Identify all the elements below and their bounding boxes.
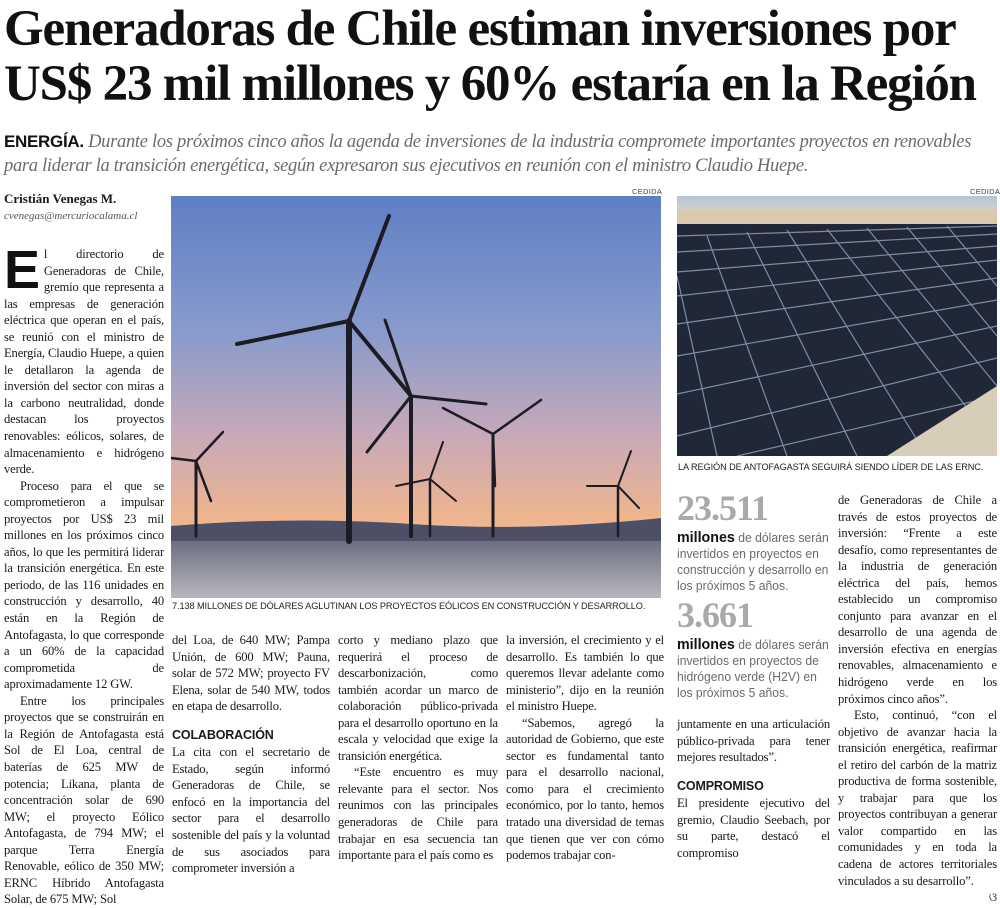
- deck: ENERGÍA. Durante los próximos cinco años…: [4, 130, 999, 178]
- stat-text: de dólares serán invertidos en proyectos…: [677, 530, 829, 593]
- photo-caption: 7.138 MILLONES DE DÓLARES AGLUTINAN LOS …: [172, 601, 646, 611]
- body-column-3: corto y mediano plazo que requerirá el p…: [338, 632, 498, 864]
- stat-number: 23.511: [677, 488, 769, 528]
- end-mark-icon: ଓ: [988, 890, 997, 905]
- paragraph: juntamente en una articulación público-p…: [677, 717, 830, 765]
- paragraph: Entre los principales proyectos que se c…: [4, 693, 164, 907]
- stat-unit: millones: [677, 636, 735, 653]
- body-column-2: del Loa, de 640 MW; Pampa Unión, de 600 …: [172, 632, 330, 877]
- photo-caption: LA REGIÓN DE ANTOFAGASTA SEGUIRÁ SIENDO …: [678, 462, 984, 472]
- paragraph: Esto, continuó, “con el objetivo de avan…: [838, 707, 997, 904]
- stat-description: millones de dólares serán invertidos en …: [677, 637, 830, 701]
- subhead-colaboracion: COLABORACIÓN: [172, 727, 274, 742]
- photo-credit: CEDIDA: [970, 187, 1000, 196]
- stat-number: 3.661: [677, 595, 754, 635]
- body-column-6: de Generadoras de Chile a través de esto…: [838, 492, 997, 906]
- paragraph: Proceso para el que se comprometieron a …: [4, 478, 164, 692]
- paragraph: del Loa, de 640 MW; Pampa Unión, de 600 …: [172, 633, 330, 714]
- stat-box-1: 23.511 millones de dólares serán inverti…: [677, 490, 830, 594]
- body-column-5: juntamente en una articulación público-p…: [677, 716, 830, 861]
- paragraph: “Este encuentro es muy relevante para el…: [338, 765, 498, 863]
- stat-description: millones de dólares serán invertidos en …: [677, 530, 830, 594]
- headline: Generadoras de Chile estiman inversiones…: [4, 1, 977, 112]
- wind-turbines-photo: [171, 196, 661, 598]
- paragraph: El presidente ejecutivo del gremio, Clau…: [677, 796, 830, 860]
- paragraph: la inversión, el crecimiento y el desarr…: [506, 633, 664, 714]
- byline-author: Cristián Venegas M.: [4, 191, 117, 206]
- stat-box-2: 3.661 millones de dólares serán invertid…: [677, 597, 830, 701]
- byline-email: cvenegas@mercuriocalama.cl: [4, 210, 138, 222]
- photo-credit: CEDIDA: [632, 187, 663, 196]
- subhead-compromiso: COMPROMISO: [677, 778, 764, 793]
- paragraph: de Generadoras de Chile a través de esto…: [838, 493, 997, 706]
- solar-panels-photo: [677, 196, 997, 456]
- dropcap: E: [4, 240, 40, 300]
- paragraph: “Sabemos, agregó la autoridad de Gobiern…: [506, 715, 664, 863]
- deck-text: Durante los próximos cinco años la agend…: [4, 132, 972, 176]
- paragraph-text: Esto, continuó, “con el objetivo de avan…: [838, 708, 997, 888]
- stat-text: de dólares serán invertidos en proyectos…: [677, 637, 829, 700]
- deck-kicker: ENERGÍA.: [4, 132, 84, 151]
- paragraph: corto y mediano plazo que requerirá el p…: [338, 633, 498, 763]
- stat-unit: millones: [677, 529, 735, 546]
- paragraph: l directorio de Generadoras de Chile, gr…: [4, 247, 164, 477]
- body-column-4: la inversión, el crecimiento y el desarr…: [506, 632, 664, 864]
- paragraph: La cita con el secretario de Estado, seg…: [172, 745, 330, 876]
